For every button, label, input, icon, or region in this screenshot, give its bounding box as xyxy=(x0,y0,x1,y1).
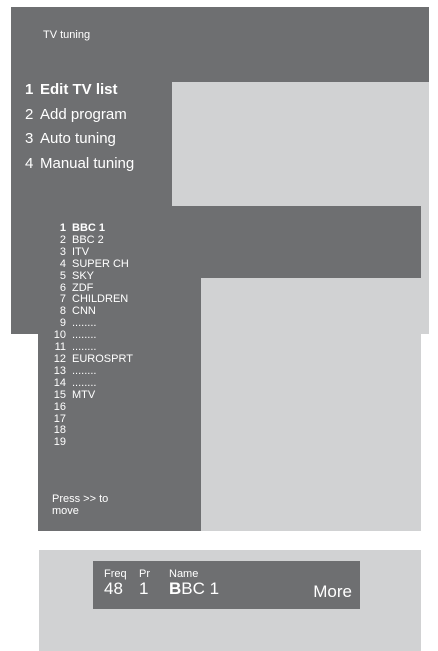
program-name: SUPER CH xyxy=(72,257,129,270)
menu-item-label: Auto tuning xyxy=(40,130,116,147)
menu-item[interactable]: 3 Auto tuning xyxy=(25,127,134,152)
program-name: ........ xyxy=(72,317,97,330)
menu-item-label: Manual tuning xyxy=(40,154,135,172)
menu-item[interactable]: 2 Add program xyxy=(25,103,134,128)
program-name: SKY xyxy=(72,269,95,282)
menu-item-number: 1 xyxy=(25,81,34,98)
program-row[interactable]: 17 xyxy=(50,412,133,426)
program-name: ........ xyxy=(72,329,97,342)
program-number: 11 xyxy=(54,341,66,354)
program-row[interactable]: 13........ xyxy=(50,364,133,378)
program-name: MTV xyxy=(72,388,96,401)
program-number: 2 xyxy=(59,233,66,246)
program-number: 5 xyxy=(59,269,66,282)
program-row[interactable]: 11........ xyxy=(50,341,133,354)
pr-field[interactable]: Pr 1 xyxy=(139,568,150,598)
program-row[interactable]: 4 SUPER CH xyxy=(50,257,133,271)
menu-item-number: 3 xyxy=(25,130,34,147)
program-number: 10 xyxy=(53,329,66,342)
menu-item[interactable]: 1 Edit TV list xyxy=(25,78,134,103)
program-row[interactable]: 3 ITV xyxy=(50,245,133,259)
press-hint: Press >> to move xyxy=(52,493,109,517)
program-name: ITV xyxy=(72,245,90,258)
program-name: ........ xyxy=(72,364,97,377)
program-row[interactable]: 6 ZDF xyxy=(50,281,133,295)
program-row[interactable]: 14........ xyxy=(50,376,133,390)
program-number: 13 xyxy=(53,364,66,377)
tv-tuning-menu-items: 1 Edit TV list 2 Add program 3 Auto tuning 4 Ma… xyxy=(25,78,134,176)
program-number: 17 xyxy=(53,412,66,425)
more-option[interactable]: More xyxy=(313,582,352,601)
manual-tuning-bar: Freq 48 Pr 1 Name BBC 1 More xyxy=(93,561,360,609)
program-number: 4 xyxy=(59,257,66,270)
program-row[interactable]: 8 CNN xyxy=(50,305,133,318)
program-number: 19 xyxy=(53,436,66,449)
program-number: 7 xyxy=(59,293,66,306)
program-list: 1 BBC 1 2 BBC 2 3 ITV 4 SUPER CH 5 SKY 6 ZDF 7 CHILDR… xyxy=(50,222,133,449)
freq-field[interactable]: Freq 48 xyxy=(104,568,127,598)
pr-value: 1 xyxy=(139,579,149,598)
program-row[interactable]: 12 EUROSPRT xyxy=(50,352,133,366)
program-number: 9 xyxy=(59,317,66,330)
program-name: EUROSPRT xyxy=(72,352,133,365)
program-row[interactable]: 15 MTV xyxy=(50,388,133,402)
program-row[interactable]: 5 SKY xyxy=(50,269,133,283)
program-name: BBC 1 xyxy=(72,222,106,234)
program-number: 15 xyxy=(53,388,66,401)
name-value: BBC 1 xyxy=(169,579,220,598)
program-row[interactable]: 7 CHILDREN xyxy=(50,293,133,306)
program-number: 3 xyxy=(59,245,66,258)
name-field[interactable]: Name BBC 1 xyxy=(169,568,220,598)
program-row[interactable]: 18 xyxy=(50,425,133,437)
menu-item[interactable]: 4 Manual tuning xyxy=(25,152,134,177)
freq-label: Freq xyxy=(104,568,127,580)
program-name: CNN xyxy=(72,305,96,318)
menu-item-number: 4 xyxy=(25,154,34,172)
program-number: 14 xyxy=(53,376,66,389)
menu-item-label: Edit TV list xyxy=(40,81,118,98)
program-row[interactable]: 19 xyxy=(50,436,133,449)
program-number: 8 xyxy=(59,305,66,318)
menu-item-label: Add program xyxy=(40,105,127,123)
program-number: 12 xyxy=(53,352,66,365)
program-row[interactable]: 10........ xyxy=(50,329,133,342)
program-number: 1 xyxy=(59,222,66,234)
program-name: ........ xyxy=(72,341,97,354)
program-number: 6 xyxy=(59,281,66,294)
program-row[interactable]: 1 BBC 1 xyxy=(50,222,133,235)
program-name: CHILDREN xyxy=(72,293,129,306)
program-row[interactable]: 2 BBC 2 xyxy=(50,233,133,247)
menu-title: TV tuning xyxy=(43,29,91,41)
program-number: 18 xyxy=(53,424,66,437)
program-list-background xyxy=(201,278,421,531)
name-label: Name xyxy=(169,568,199,580)
program-name: ........ xyxy=(72,376,97,389)
program-name: ZDF xyxy=(72,281,94,294)
pr-label: Pr xyxy=(139,568,150,580)
program-name: BBC 2 xyxy=(72,233,104,246)
program-row[interactable]: 9........ xyxy=(50,317,133,330)
freq-value: 48 xyxy=(104,579,123,598)
menu-item-number: 2 xyxy=(25,105,34,123)
program-row[interactable]: 16 xyxy=(50,400,133,414)
program-number: 16 xyxy=(53,400,66,413)
